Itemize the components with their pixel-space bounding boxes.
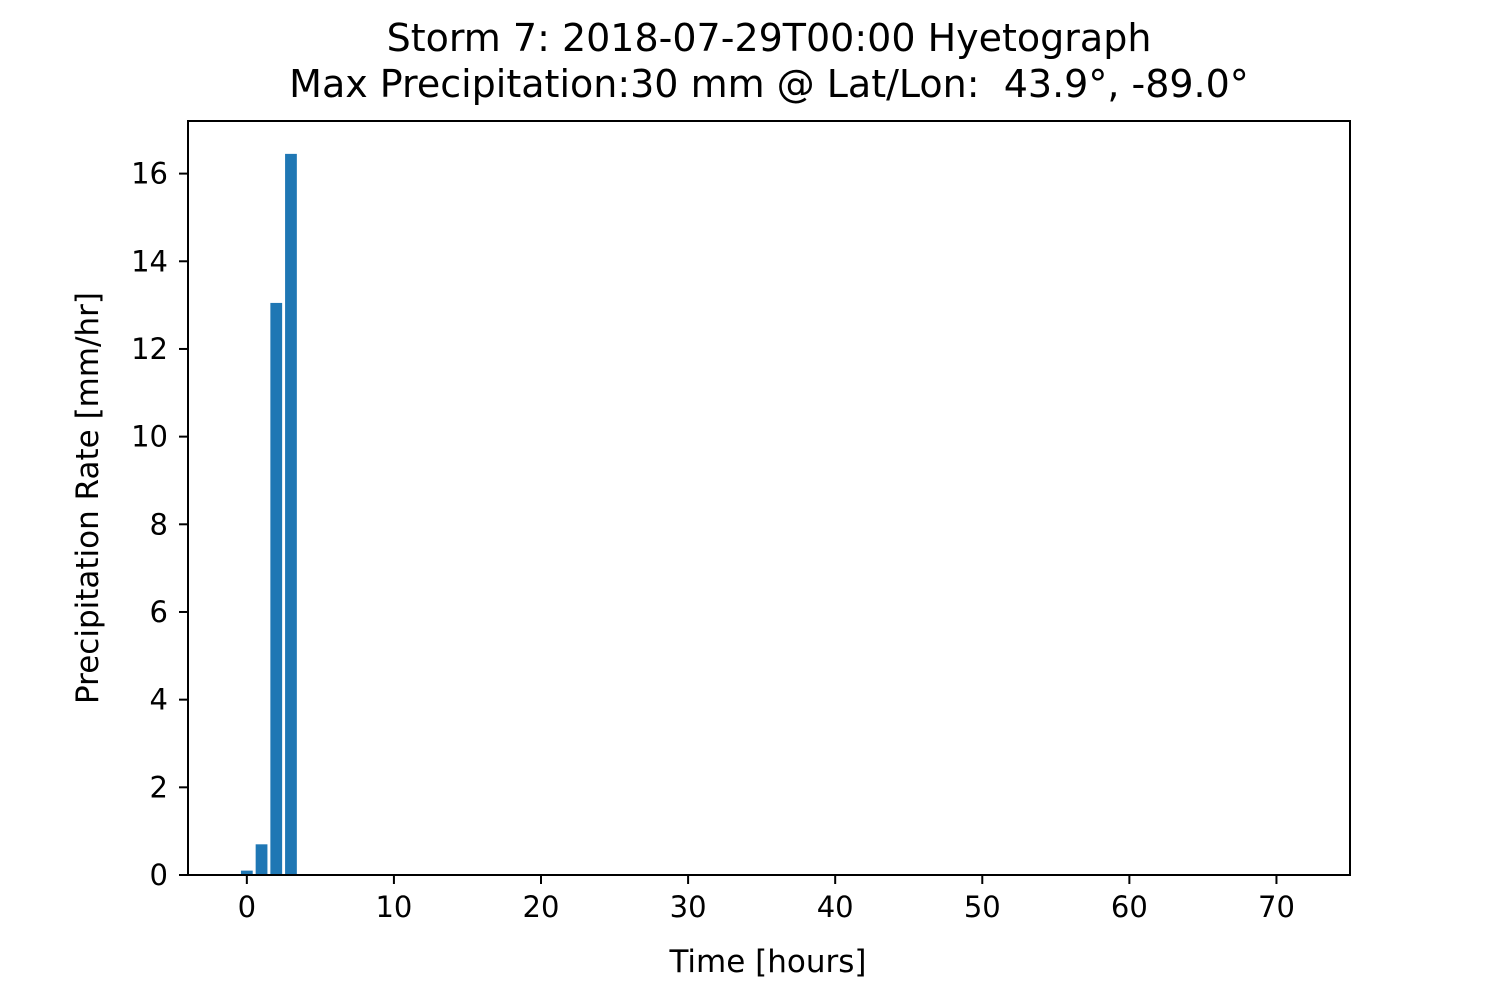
x-tick-label-5: 50	[964, 890, 1001, 924]
x-tick-label-6: 60	[1111, 890, 1148, 924]
chart-subtitle: Max Precipitation:30 mm @ Lat/Lon: 43.9°…	[289, 62, 1249, 106]
x-axis-ticks: 0 10 20 30 40 50 60 70	[238, 875, 1295, 924]
x-tick-label-4: 40	[817, 890, 854, 924]
y-tick-label-1: 2	[150, 770, 168, 804]
bar-2	[270, 302, 283, 875]
y-axis-ticks: 0 2 4 6 8 10 12 14 16	[131, 157, 188, 892]
y-tick-label-6: 12	[131, 332, 168, 366]
x-tick-label-0: 0	[238, 890, 256, 924]
plot-frame	[187, 120, 1351, 876]
x-tick-label-3: 30	[670, 890, 707, 924]
x-tick-label-1: 10	[375, 890, 412, 924]
bar-3	[285, 153, 297, 875]
x-axis-label: Time [hours]	[668, 944, 866, 980]
y-tick-label-4: 8	[150, 507, 168, 541]
y-tick-label-0: 0	[150, 858, 168, 892]
x-tick-label-7: 70	[1258, 890, 1295, 924]
bar-0	[240, 870, 253, 875]
x-tick-label-2: 20	[523, 890, 560, 924]
y-tick-label-3: 6	[150, 595, 168, 629]
bar-1	[255, 844, 268, 875]
chart-title: Storm 7: 2018-07-29T00:00 Hyetograph	[386, 16, 1152, 60]
bars-group	[240, 153, 297, 875]
y-tick-label-8: 16	[131, 157, 168, 191]
y-axis-label: Precipitation Rate [mm/hr]	[70, 292, 106, 704]
y-tick-label-5: 10	[131, 420, 168, 454]
y-tick-label-7: 14	[131, 244, 168, 278]
y-tick-label-2: 4	[150, 683, 168, 717]
